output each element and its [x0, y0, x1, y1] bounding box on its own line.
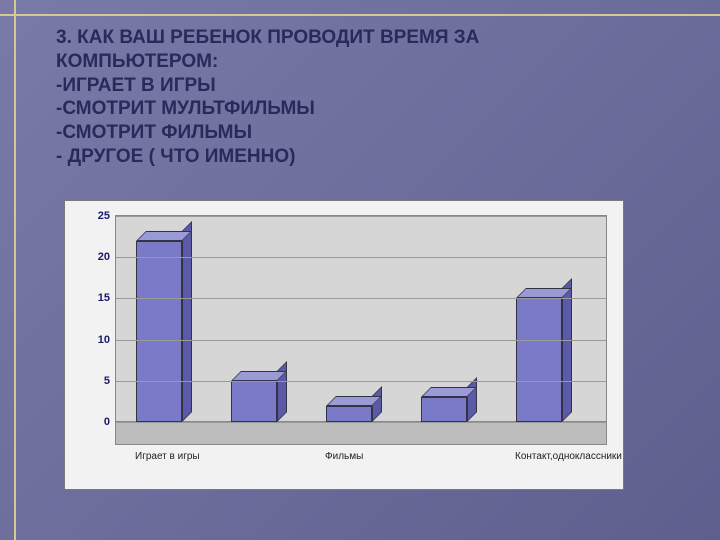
chart-ytick: 10	[98, 334, 116, 346]
chart-bar-side	[467, 377, 477, 422]
chart-gridline	[116, 298, 606, 299]
chart-gridline	[116, 257, 606, 258]
chart-bar-front	[136, 241, 182, 422]
chart-bar	[326, 406, 372, 422]
chart-frame: 0510152025 Играет в игрыФильмыКонтакт,од…	[64, 200, 624, 490]
chart-bar-side	[182, 221, 192, 422]
chart-bars-layer	[116, 216, 606, 422]
accent-horizontal	[0, 14, 720, 16]
chart-floor	[116, 421, 606, 444]
title-line: КОМПЬЮТЕРОМ:	[56, 50, 670, 74]
chart-xlabels: Играет в игрыФильмыКонтакт,одноклассники	[115, 449, 607, 479]
title-line: -ИГРАЕТ В ИГРЫ	[56, 74, 670, 98]
title-line: - ДРУГОЕ ( ЧТО ИМЕННО)	[56, 145, 670, 169]
chart-bar-top	[326, 396, 382, 406]
chart-bar-side	[562, 278, 572, 422]
chart-bar	[231, 381, 277, 422]
chart-bar-top	[231, 371, 287, 381]
chart-ytick: 0	[104, 416, 116, 428]
chart-ytick: 15	[98, 292, 116, 304]
chart-bar-front	[516, 298, 562, 422]
title-line: 3. КАК ВАШ РЕБЕНОК ПРОВОДИТ ВРЕМЯ ЗА	[56, 26, 670, 50]
accent-vertical	[14, 0, 16, 540]
chart-gridline	[116, 422, 606, 423]
title-block: 3. КАК ВАШ РЕБЕНОК ПРОВОДИТ ВРЕМЯ ЗАКОМП…	[56, 26, 670, 169]
chart-bar-top	[136, 231, 192, 241]
title-line: -СМОТРИТ ФИЛЬМЫ	[56, 121, 670, 145]
chart-xlabel: Играет в игры	[135, 451, 200, 462]
chart-bar	[516, 298, 562, 422]
chart-bar	[421, 397, 467, 422]
slide-canvas: 3. КАК ВАШ РЕБЕНОК ПРОВОДИТ ВРЕМЯ ЗАКОМП…	[0, 0, 720, 540]
chart-gridline	[116, 216, 606, 217]
chart-ytick: 25	[98, 210, 116, 222]
chart-bar-front	[326, 406, 372, 422]
chart-bar	[136, 241, 182, 422]
chart-gridline	[116, 381, 606, 382]
chart-gridline	[116, 340, 606, 341]
chart-bar-side	[277, 361, 287, 422]
chart-bar-front	[231, 381, 277, 422]
chart-plot-area: 0510152025	[115, 215, 607, 445]
chart-ytick: 20	[98, 251, 116, 263]
chart-xlabel: Фильмы	[325, 451, 363, 462]
chart-ytick: 5	[104, 375, 116, 387]
title-line: -СМОТРИТ МУЛЬТФИЛЬМЫ	[56, 97, 670, 121]
chart-bar-front	[421, 397, 467, 422]
chart-xlabel: Контакт,одноклассники	[515, 451, 622, 462]
